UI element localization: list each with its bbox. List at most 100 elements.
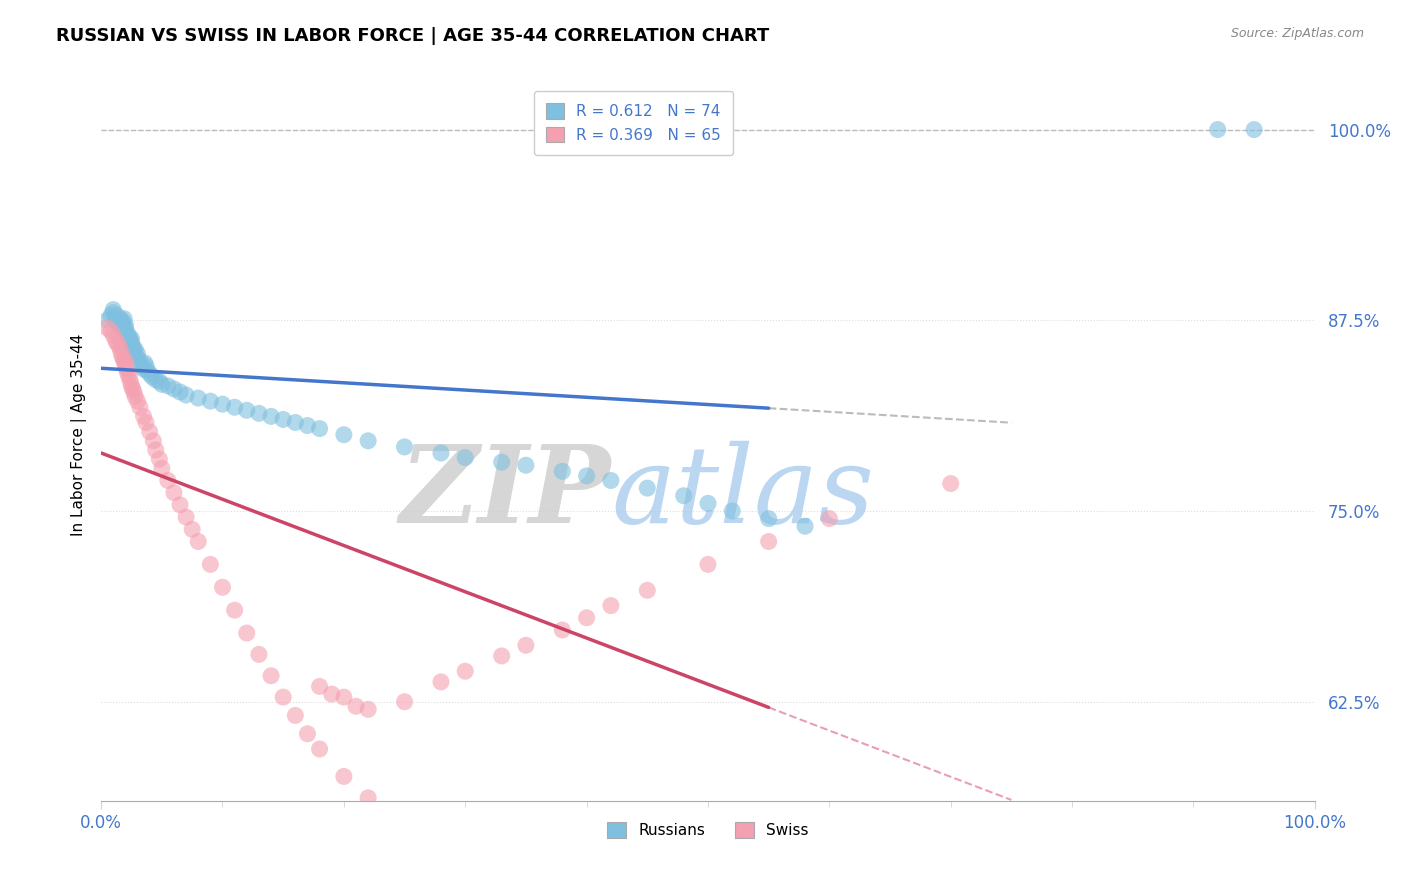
- Point: [758, 511, 780, 525]
- Point: [111, 321, 134, 335]
- Point: [163, 382, 186, 396]
- Text: ZIP: ZIP: [399, 441, 610, 546]
- Point: [211, 580, 233, 594]
- Point: [1243, 122, 1265, 136]
- Point: [129, 359, 152, 373]
- Point: [121, 336, 143, 351]
- Point: [697, 496, 720, 510]
- Point: [108, 313, 131, 327]
- Point: [134, 356, 156, 370]
- Point: [284, 708, 307, 723]
- Point: [103, 305, 125, 319]
- Point: [297, 727, 319, 741]
- Y-axis label: In Labor Force | Age 35-44: In Labor Force | Age 35-44: [72, 334, 87, 536]
- Point: [124, 343, 146, 357]
- Point: [308, 421, 330, 435]
- Point: [599, 599, 621, 613]
- Point: [236, 626, 259, 640]
- Point: [939, 476, 962, 491]
- Point: [148, 452, 170, 467]
- Point: [122, 343, 145, 358]
- Point: [105, 336, 128, 351]
- Point: [104, 313, 127, 327]
- Text: atlas: atlas: [610, 441, 875, 546]
- Point: [96, 313, 118, 327]
- Point: [114, 321, 136, 335]
- Point: [100, 324, 122, 338]
- Point: [136, 363, 159, 377]
- Point: [575, 469, 598, 483]
- Point: [187, 391, 209, 405]
- Point: [122, 384, 145, 399]
- Point: [96, 321, 118, 335]
- Point: [515, 638, 537, 652]
- Point: [224, 401, 246, 415]
- Point: [121, 382, 143, 396]
- Point: [148, 374, 170, 388]
- Point: [121, 339, 143, 353]
- Point: [108, 318, 131, 332]
- Point: [124, 347, 146, 361]
- Point: [333, 690, 356, 705]
- Point: [156, 379, 179, 393]
- Point: [394, 440, 416, 454]
- Point: [103, 302, 125, 317]
- Point: [111, 315, 134, 329]
- Point: [114, 354, 136, 368]
- Point: [117, 333, 139, 347]
- Point: [247, 648, 270, 662]
- Point: [120, 333, 142, 347]
- Point: [551, 464, 574, 478]
- Point: [141, 369, 163, 384]
- Point: [127, 394, 149, 409]
- Point: [211, 397, 233, 411]
- Point: [491, 455, 513, 469]
- Point: [114, 324, 136, 338]
- Point: [100, 309, 122, 323]
- Point: [333, 769, 356, 783]
- Point: [115, 328, 138, 343]
- Point: [114, 318, 136, 332]
- Point: [247, 406, 270, 420]
- Point: [135, 359, 157, 373]
- Point: [103, 328, 125, 343]
- Point: [145, 442, 167, 457]
- Point: [308, 680, 330, 694]
- Point: [117, 367, 139, 381]
- Point: [454, 450, 477, 465]
- Point: [721, 504, 744, 518]
- Point: [129, 401, 152, 415]
- Point: [284, 416, 307, 430]
- Point: [120, 374, 142, 388]
- Point: [794, 519, 817, 533]
- Point: [121, 332, 143, 346]
- Point: [321, 687, 343, 701]
- Point: [344, 699, 367, 714]
- Point: [169, 384, 191, 399]
- Legend: Russians, Swiss: Russians, Swiss: [602, 816, 814, 845]
- Point: [697, 558, 720, 572]
- Point: [104, 333, 127, 347]
- Point: [138, 425, 160, 439]
- Point: [110, 343, 132, 358]
- Point: [200, 394, 222, 409]
- Point: [430, 446, 453, 460]
- Point: [163, 485, 186, 500]
- Point: [108, 339, 131, 353]
- Point: [135, 416, 157, 430]
- Point: [515, 458, 537, 473]
- Point: [636, 583, 658, 598]
- Point: [430, 674, 453, 689]
- Point: [121, 379, 143, 393]
- Point: [308, 742, 330, 756]
- Text: Source: ZipAtlas.com: Source: ZipAtlas.com: [1230, 27, 1364, 40]
- Point: [105, 309, 128, 323]
- Point: [132, 409, 155, 424]
- Point: [297, 418, 319, 433]
- Point: [138, 367, 160, 381]
- Point: [224, 603, 246, 617]
- Text: RUSSIAN VS SWISS IN LABOR FORCE | AGE 35-44 CORRELATION CHART: RUSSIAN VS SWISS IN LABOR FORCE | AGE 35…: [56, 27, 769, 45]
- Point: [111, 351, 134, 366]
- Point: [115, 362, 138, 376]
- Point: [142, 434, 165, 448]
